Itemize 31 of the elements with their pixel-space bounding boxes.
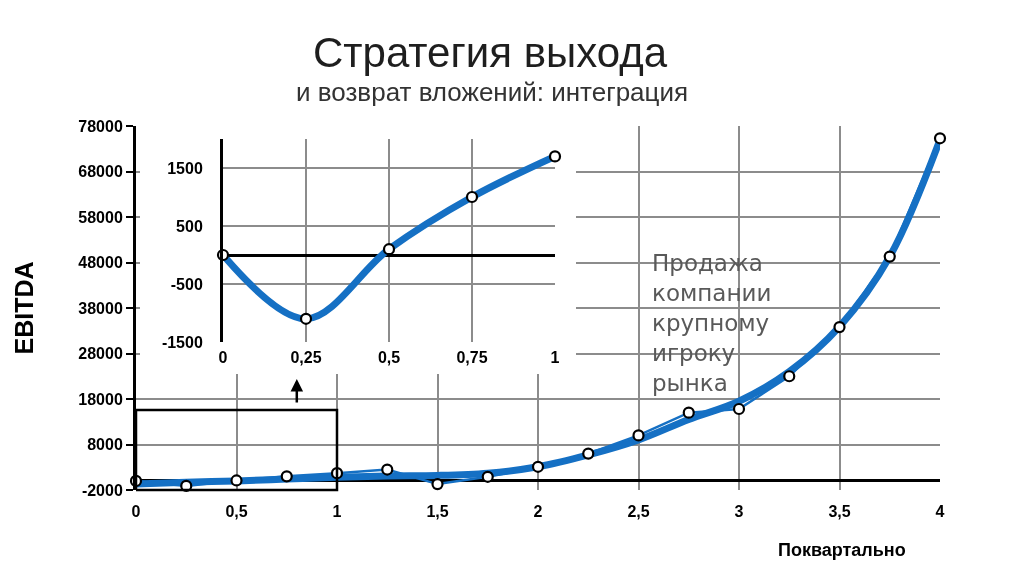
x-tick-label: 3,5	[828, 503, 851, 520]
y-axis-title: EBITDA	[10, 261, 39, 355]
y-tick-label: 48000	[78, 254, 123, 272]
x-tick-label: 0,75	[456, 349, 488, 366]
x-tick-label: 0,5	[377, 349, 401, 366]
x-tick-label: 0	[131, 503, 141, 520]
y-tick-label: 78000	[78, 117, 123, 135]
x-tick-label: 0,5	[225, 503, 248, 520]
x-axis-title: Поквартально	[778, 540, 906, 560]
x-tick-label: 1	[332, 503, 342, 520]
y-tick-label: 68000	[78, 163, 123, 181]
x-tick-label: 0	[218, 349, 228, 366]
y-tick-label: 8000	[87, 436, 123, 454]
x-tick-label: 2	[533, 503, 543, 520]
y-tick-label: -500	[170, 275, 203, 293]
x-tick-label: 1,5	[426, 503, 449, 520]
chart-title: Стратегия выхода	[312, 28, 668, 76]
x-tick-label: 2,5	[627, 503, 650, 520]
y-tick-label: -2000	[81, 481, 123, 499]
y-tick-label: 18000	[78, 390, 123, 408]
x-tick-label: 1	[550, 349, 560, 366]
x-tick-label: 0,25	[290, 349, 322, 366]
y-tick-label: 500	[176, 217, 203, 235]
x-tick-label: 4	[935, 503, 945, 520]
y-tick-label: 1500	[167, 159, 203, 177]
y-tick-label: 38000	[78, 299, 123, 317]
chart-subtitle: и возврат вложений: интеграция	[296, 77, 689, 107]
y-tick-label: 58000	[78, 208, 123, 226]
y-tick-label: 28000	[78, 345, 123, 363]
y-tick-label: -1500	[161, 333, 203, 351]
x-tick-label: 3	[734, 503, 744, 520]
